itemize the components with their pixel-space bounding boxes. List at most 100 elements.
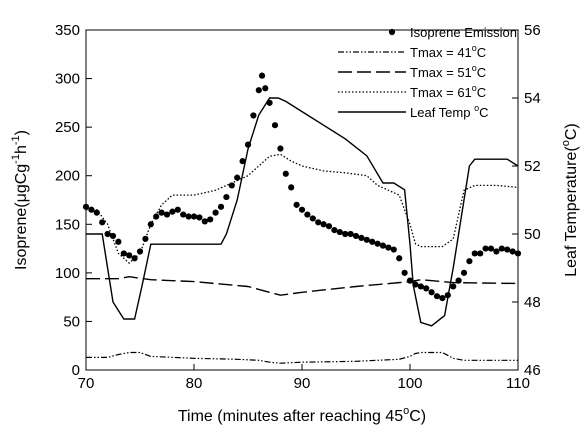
isoprene-point (277, 145, 284, 152)
isoprene-point (158, 209, 165, 216)
isoprene-point (401, 269, 408, 276)
y-right-tick-label: 50 (524, 226, 541, 243)
x-tick-label: 110 (506, 375, 530, 392)
isoprene-point (271, 122, 279, 129)
x-tick-label: 90 (294, 375, 311, 392)
isoprene-point (369, 238, 376, 245)
isoprene-point (390, 246, 397, 253)
isoprene-point (93, 209, 100, 216)
series-line-leaf-temp-c (86, 97, 519, 327)
isoprene-point (266, 99, 273, 106)
x-tick-label: 100 (397, 375, 422, 392)
series-line-tmax-51-c (86, 275, 519, 296)
isoprene-point (212, 209, 219, 216)
isoprene-point (509, 248, 516, 255)
y-left-tick-label: 350 (55, 22, 80, 39)
legend: Isoprene Emission Tmax = 41oC Tmax = 51oC T… (338, 25, 517, 120)
y-right-tick-label: 54 (524, 90, 541, 107)
isoprene-point (325, 223, 333, 230)
isoprene-point (471, 250, 478, 257)
isoprene-point (239, 158, 246, 165)
y-right-tick-label: 48 (524, 294, 541, 311)
isoprene-point (244, 141, 252, 148)
isoprene-point (174, 206, 181, 213)
x-tick-label: 80 (186, 375, 203, 392)
isoprene-point (153, 213, 160, 220)
isoprene-point (455, 277, 462, 284)
y-left-tick-label: 50 (63, 313, 80, 330)
isoprene-point (352, 232, 360, 240)
isoprene-point (293, 201, 300, 208)
x-axis-title: Time (minutes after reaching 45oC) (178, 405, 426, 425)
isoprene-point (180, 211, 187, 218)
legend-label-text: Leaf Temp (410, 105, 474, 120)
isoprene-point (131, 255, 138, 262)
legend-label: Tmax = 41oC (410, 43, 486, 60)
legend-label-unit: C (477, 85, 486, 100)
isoprene-point (109, 232, 117, 240)
isoprene-point (82, 203, 90, 210)
isoprene-point (147, 221, 154, 228)
isoprene-point (466, 258, 473, 265)
isoprene-point (498, 245, 505, 252)
legend-label-unit: C (479, 105, 488, 120)
isoprene-point (320, 221, 327, 228)
isoprene-point (104, 230, 111, 238)
isoprene-point (288, 184, 295, 191)
isoprene-point (460, 269, 468, 276)
isoprene-point (396, 255, 403, 262)
y-left-tick-label: 300 (55, 71, 80, 88)
isoprene-point (234, 174, 241, 181)
isoprene-point (223, 193, 230, 201)
legend-label-text: Isoprene Emission (410, 25, 517, 40)
isoprene-point (142, 235, 149, 242)
isoprene-point (450, 283, 457, 290)
isoprene-point (477, 250, 484, 257)
y-axis-left-title: Isoprene(μgCg-1h-1) (10, 130, 30, 270)
legend-label-degree: o (472, 63, 477, 73)
isoprene-point (439, 295, 446, 302)
isoprene-point (374, 240, 381, 247)
isoprene-point (406, 277, 414, 284)
legend-label: Tmax = 61oC (410, 83, 486, 100)
isoprene-point (185, 213, 192, 220)
legend-label-unit: C (477, 45, 486, 60)
isoprene-point (309, 215, 316, 222)
isoprene-point (282, 170, 289, 177)
isoprene-point (315, 219, 322, 226)
isoprene-point (207, 216, 214, 223)
y-axis-right-title: Leaf Temperature(oC) (560, 123, 580, 276)
isoprene-point (120, 250, 127, 257)
isoprene-point (126, 252, 133, 259)
isoprene-point (433, 293, 441, 300)
isoprene-point (88, 206, 95, 213)
isoprene-point (262, 85, 269, 92)
y-left-tick-label: 150 (55, 216, 80, 233)
isoprene-point (169, 208, 176, 215)
series-line-tmax-41-c (86, 351, 518, 364)
y-right-tick-label: 46 (524, 362, 541, 379)
y-axis-right: 46 48 50 52 54 56 (512, 22, 541, 379)
isoprene-point (412, 281, 419, 288)
isoprene-point (342, 230, 349, 238)
isoprene-point (163, 211, 171, 218)
y-right-tick-label: 56 (524, 22, 541, 39)
isoprene-point (358, 234, 365, 241)
isoprene-point (363, 236, 370, 243)
isoprene-point (379, 242, 387, 249)
y-left-tick-label: 200 (55, 168, 80, 185)
legend-label-unit: C (477, 65, 486, 80)
isoprene-point (423, 285, 430, 292)
isoprene-point (258, 72, 266, 79)
series-lines (86, 97, 519, 364)
isoprene-point (514, 250, 522, 257)
legend-label-degree: o (472, 43, 477, 53)
legend-label-text: Tmax = 61 (410, 85, 472, 100)
y-axis-left: 0 50 100 150 200 250 300 350 (55, 22, 92, 379)
isoprene-point (99, 219, 106, 226)
isoprene-point (331, 227, 338, 234)
isoprene-point (250, 112, 257, 119)
legend-label: Tmax = 51oC (410, 63, 486, 80)
y-left-tick-label: 250 (55, 119, 80, 136)
